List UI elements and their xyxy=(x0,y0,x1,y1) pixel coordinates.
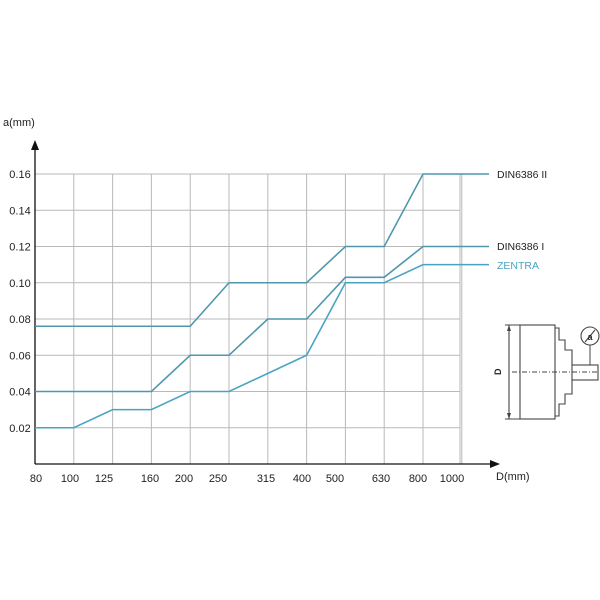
series-label-din6386-i: DIN6386 I xyxy=(497,241,544,253)
jaw-top xyxy=(555,327,573,365)
gauge-needle xyxy=(584,329,596,343)
axes xyxy=(31,140,500,468)
x-tick-label: 500 xyxy=(326,473,344,485)
y-tick-label: 0.06 xyxy=(9,350,30,362)
series-label-zentra: ZENTRA xyxy=(497,260,539,272)
series-lines xyxy=(35,173,489,429)
y-tick-label: 0.02 xyxy=(9,423,30,435)
series-line-din6386-ii xyxy=(35,173,489,328)
dimension-arrow-bottom xyxy=(507,413,511,419)
dimension-arrow-top xyxy=(507,325,511,331)
workpiece xyxy=(571,364,599,381)
grid xyxy=(35,173,463,464)
series-label-din6386-ii: DIN6386 II xyxy=(497,169,547,181)
x-tick-label: 160 xyxy=(141,473,159,485)
y-tick-label: 0.04 xyxy=(9,387,30,399)
series-line-din6386-i xyxy=(35,245,489,393)
x-tick-label: 125 xyxy=(95,473,113,485)
x-tick-label: 400 xyxy=(293,473,311,485)
x-tick-label: 800 xyxy=(409,473,427,485)
dimension-label: D xyxy=(493,368,503,375)
jaw-bottom xyxy=(555,380,573,417)
y-tick-label: 0.12 xyxy=(9,242,30,254)
x-axis-label: D(mm) xyxy=(496,471,530,483)
y-tick-labels: 0.02 0.04 0.06 0.08 0.10 0.12 0.14 0.16 xyxy=(9,169,30,435)
x-axis-arrow xyxy=(490,460,500,468)
gauge-label: a xyxy=(587,332,593,342)
x-tick-label: 1000 xyxy=(440,473,464,485)
chuck-diagram: D a xyxy=(493,324,600,420)
x-tick-label: 250 xyxy=(209,473,227,485)
x-tick-label: 630 xyxy=(372,473,390,485)
x-tick-labels: 80 100 125 160 200 250 315 400 500 630 800 1000 xyxy=(30,473,464,485)
series-labels: DIN6386 II DIN6386 I ZENTRA xyxy=(497,169,547,272)
y-axis-label: a(mm) xyxy=(3,117,35,129)
y-tick-label: 0.16 xyxy=(9,169,30,181)
series-line-zentra xyxy=(35,263,489,429)
x-tick-label: 200 xyxy=(175,473,193,485)
x-tick-label: 315 xyxy=(257,473,275,485)
y-tick-label: 0.10 xyxy=(9,278,30,290)
x-tick-label: 100 xyxy=(61,473,79,485)
y-axis-arrow xyxy=(31,140,39,150)
x-tick-label: 80 xyxy=(30,473,42,485)
y-tick-label: 0.08 xyxy=(9,314,30,326)
y-tick-label: 0.14 xyxy=(9,205,30,217)
